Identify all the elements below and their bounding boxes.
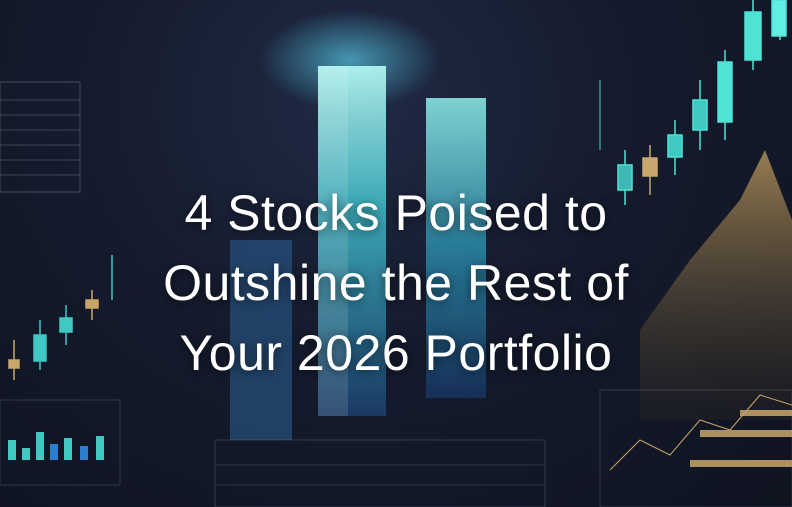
glow — [260, 10, 440, 110]
headline: 4 Stocks Poised to Outshine the Rest of … — [0, 178, 792, 388]
data-table-panel — [0, 81, 81, 193]
line-chart — [609, 394, 792, 471]
headline-line-2: Outshine the Rest of — [163, 255, 629, 311]
candlestick-chart — [599, 0, 787, 205]
gold-bars-right — [690, 410, 792, 467]
glowing-bars — [230, 66, 486, 440]
area-chart — [640, 150, 792, 420]
mini-bar-chart — [8, 432, 104, 460]
dashboard-panels — [0, 389, 792, 507]
candlestick-chart-left — [8, 255, 113, 380]
headline-line-3: Your 2026 Portfolio — [179, 325, 613, 381]
headline-line-1: 4 Stocks Poised to — [184, 185, 608, 241]
